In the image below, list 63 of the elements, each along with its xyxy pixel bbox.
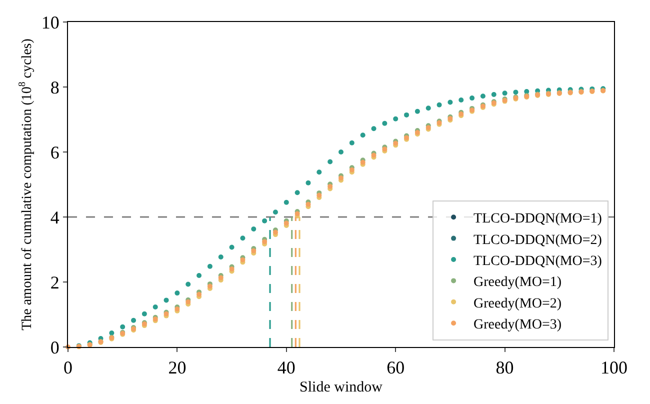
y-tick-label: 2	[50, 272, 60, 292]
x-tick-label: 40	[277, 358, 296, 378]
legend-label: Greedy(MO=2)	[474, 296, 562, 312]
y-tick-label: 6	[50, 142, 60, 162]
point	[196, 273, 202, 278]
point	[218, 275, 224, 280]
point	[186, 282, 191, 287]
point	[229, 266, 234, 272]
point	[404, 112, 410, 118]
x-tick-label: 80	[496, 358, 514, 378]
legend-label: TLCO-DDQN(MO=3)	[474, 254, 602, 269]
x-tick-label: 60	[386, 358, 405, 378]
point	[251, 226, 256, 232]
y-tick-label: 0	[50, 337, 60, 358]
point	[448, 100, 453, 105]
point	[262, 218, 268, 224]
point	[142, 311, 147, 316]
point	[393, 116, 398, 122]
point	[491, 92, 496, 97]
point	[502, 90, 508, 96]
point	[480, 94, 486, 99]
point	[470, 96, 475, 101]
point	[306, 180, 311, 186]
point	[152, 304, 158, 310]
point	[120, 324, 126, 330]
point	[218, 254, 224, 260]
point	[338, 176, 344, 180]
point	[338, 150, 344, 154]
point	[294, 211, 300, 216]
y-tick-label: 8	[50, 77, 60, 98]
point	[382, 120, 388, 126]
x-axis-title: Slide window	[300, 380, 383, 396]
point	[414, 108, 420, 114]
point	[436, 102, 442, 108]
point	[513, 90, 518, 95]
y-tick-label: 10	[41, 12, 60, 32]
point	[294, 190, 300, 196]
point	[272, 230, 278, 235]
point	[316, 170, 322, 175]
x-tick-label: 100	[600, 358, 628, 378]
point	[316, 192, 322, 198]
point	[174, 290, 180, 296]
legend-label: Greedy(MO=3)	[474, 318, 562, 333]
point	[207, 264, 212, 269]
point	[284, 200, 289, 205]
point	[272, 210, 278, 215]
x-tick-label: 0	[64, 358, 72, 378]
x-tick-label: 20	[168, 358, 186, 378]
point	[328, 159, 333, 164]
point	[164, 298, 169, 303]
point	[458, 98, 464, 102]
legend-label: TLCO-DDQN(MO=2)	[474, 232, 602, 248]
point	[360, 132, 366, 138]
legend-label: Greedy(MO=1)	[474, 275, 562, 290]
point	[229, 244, 234, 250]
point	[207, 284, 212, 289]
point	[371, 126, 376, 132]
y-tick-label: 4	[50, 207, 60, 228]
point	[240, 236, 246, 241]
point	[426, 106, 431, 111]
point	[131, 318, 136, 323]
legend-label: TLCO-DDQN(MO=1)	[474, 212, 602, 227]
point	[349, 140, 354, 146]
